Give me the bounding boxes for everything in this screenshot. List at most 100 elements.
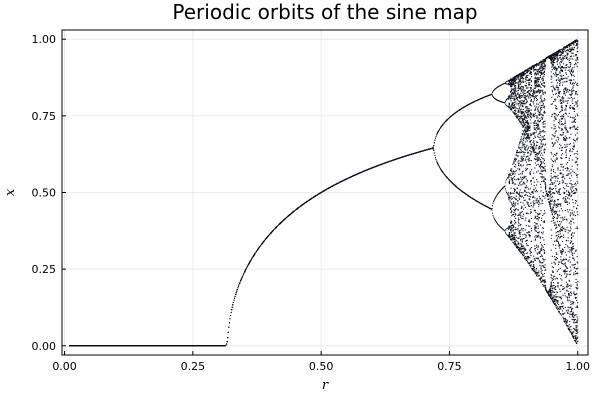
data-point (341, 180, 343, 182)
data-point (97, 345, 99, 347)
data-point (112, 345, 114, 347)
data-point (287, 216, 289, 218)
data-point (183, 345, 185, 347)
data-point (257, 249, 259, 251)
data-point (90, 345, 92, 347)
data-point (77, 345, 79, 347)
data-point (99, 345, 101, 347)
data-point (327, 188, 329, 190)
data-point (152, 345, 154, 347)
data-point (208, 345, 210, 347)
data-point (206, 345, 208, 347)
chart-title: Periodic orbits of the sine map (172, 0, 477, 24)
data-point (273, 229, 274, 231)
data-point (200, 345, 202, 347)
data-point (290, 213, 292, 215)
data-point (134, 345, 136, 347)
data-point (184, 345, 186, 347)
data-point (288, 214, 290, 216)
data-point (301, 204, 303, 206)
data-point (265, 238, 267, 239)
data-point (112, 345, 114, 347)
data-point (157, 345, 159, 347)
data-point (305, 202, 307, 203)
data-point (312, 197, 314, 199)
data-point (297, 207, 299, 209)
data-point (222, 345, 224, 347)
data-point (221, 345, 222, 347)
data-point (143, 345, 145, 347)
data-point (246, 266, 248, 268)
data-point (169, 345, 171, 347)
data-point (81, 345, 83, 347)
data-point (186, 345, 188, 347)
data-point (269, 234, 270, 235)
data-point (243, 273, 245, 275)
data-point (183, 345, 185, 347)
data-point (166, 345, 168, 347)
data-point (198, 345, 200, 347)
data-point (296, 208, 298, 210)
data-point (124, 345, 125, 347)
data-point (189, 345, 191, 347)
data-point (78, 345, 80, 347)
data-point (172, 345, 174, 347)
data-point (281, 221, 283, 223)
data-point (311, 197, 313, 199)
data-point (224, 345, 226, 347)
data-point (85, 345, 87, 347)
data-point (153, 345, 155, 347)
data-point (262, 242, 264, 244)
data-point (335, 183, 337, 185)
data-point (72, 345, 74, 347)
data-point (212, 345, 214, 347)
data-point (205, 345, 207, 347)
data-point (108, 345, 110, 347)
data-point (148, 345, 150, 347)
data-point (262, 241, 264, 243)
data-point (323, 190, 325, 192)
data-point (274, 227, 276, 229)
data-point (251, 257, 253, 259)
data-point (116, 345, 117, 347)
data-point (74, 345, 76, 347)
data-point (240, 280, 242, 282)
data-point (177, 345, 178, 347)
data-point (118, 345, 120, 347)
data-point (322, 191, 324, 193)
data-point (98, 345, 99, 347)
data-point (236, 289, 238, 290)
data-point (327, 187, 329, 189)
data-point (94, 345, 95, 347)
data-point (137, 345, 139, 347)
data-point (151, 345, 152, 347)
data-point (99, 345, 101, 347)
data-point (171, 345, 173, 347)
data-point (265, 238, 267, 240)
data-point (229, 318, 231, 320)
data-point (76, 345, 77, 347)
data-point (298, 206, 300, 208)
data-point (191, 345, 193, 347)
data-point (328, 187, 330, 189)
data-point (248, 263, 250, 265)
data-point (193, 345, 195, 347)
data-point (271, 230, 273, 232)
data-point (79, 345, 81, 347)
data-point (129, 345, 131, 347)
data-point (196, 345, 198, 347)
data-point (139, 345, 141, 347)
data-point (277, 225, 279, 226)
data-point (289, 214, 291, 216)
data-point (231, 306, 233, 308)
data-point (152, 345, 154, 347)
data-point (258, 247, 260, 249)
data-point (220, 345, 222, 347)
data-point (118, 345, 120, 347)
data-point (276, 225, 278, 227)
data-point (232, 304, 234, 306)
data-point (257, 248, 259, 250)
data-point (345, 178, 347, 180)
data-point (241, 277, 243, 279)
data-point (154, 345, 156, 347)
